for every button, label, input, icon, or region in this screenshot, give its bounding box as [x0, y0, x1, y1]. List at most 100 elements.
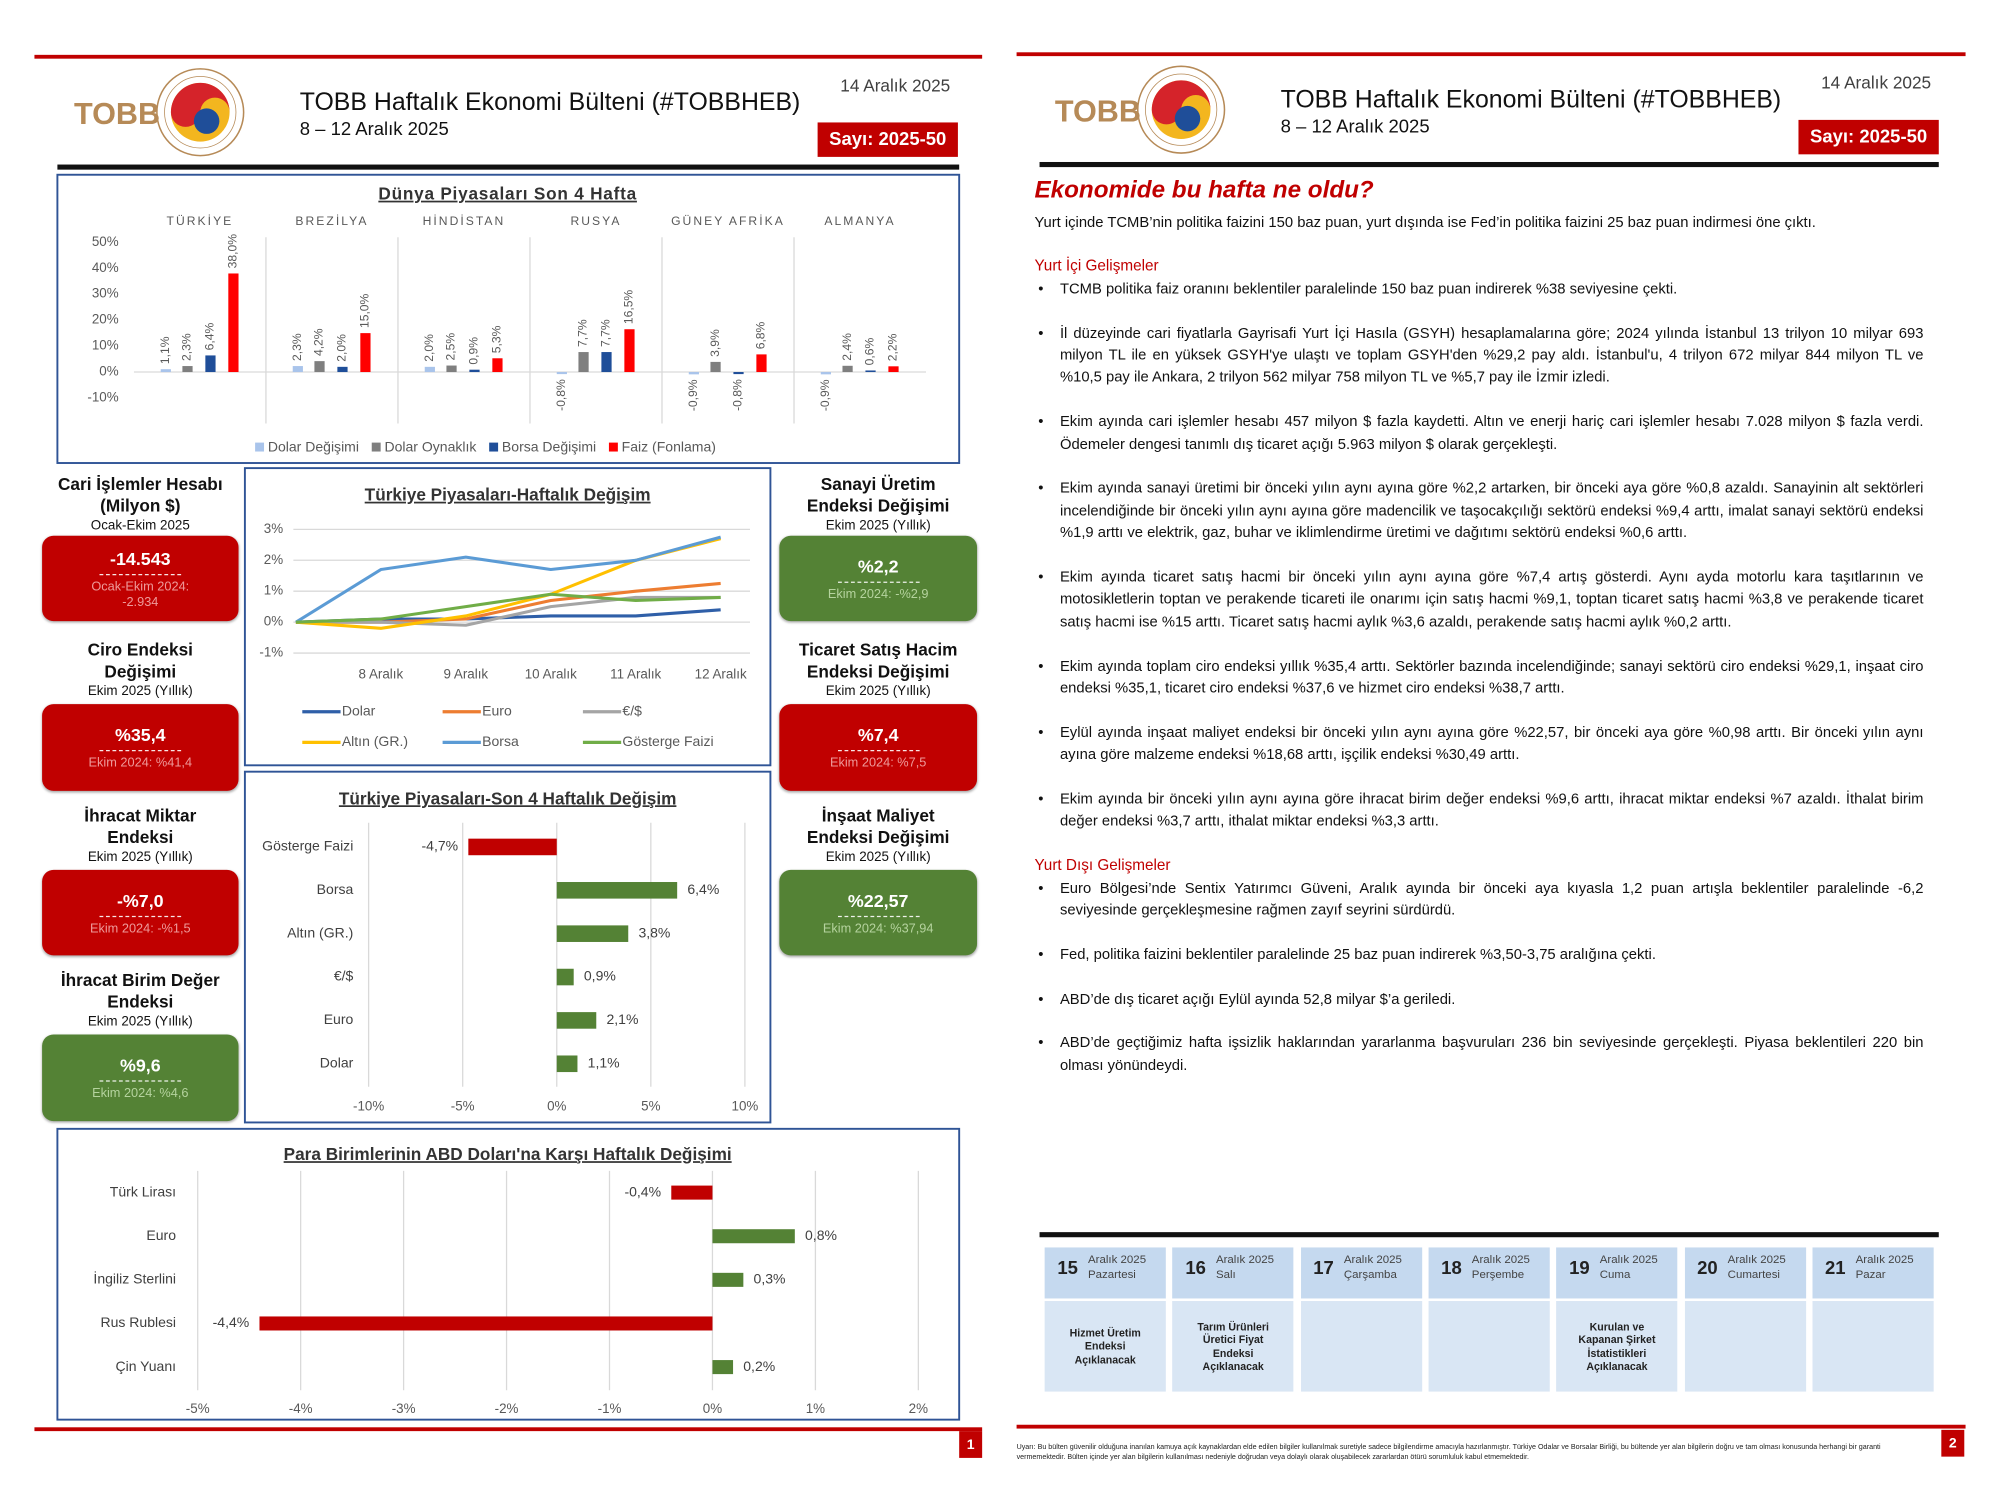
page-number-box — [959, 1431, 983, 1458]
day-weekday: Cuma — [1599, 1267, 1631, 1281]
x-tick-label: 9 Aralık — [444, 666, 489, 681]
indicator-separator — [99, 573, 182, 575]
logo-emblem — [156, 68, 245, 157]
category-label: BREZİLYA — [295, 214, 368, 228]
value-label: -0,4% — [624, 1183, 661, 1199]
calendar-day-header: 17 Aralık 2025 Çarşamba — [1300, 1247, 1422, 1299]
y-tick-label: 30% — [92, 286, 119, 301]
day-month: Aralık 2025 — [1215, 1252, 1275, 1266]
page2-heading: Ekonomide bu hafta ne oldu? — [1034, 177, 1374, 205]
category-label: Dolar — [320, 1054, 354, 1070]
category-label: Türk Lirası — [110, 1183, 176, 1199]
indicator-title: Endeksi Değişimi — [806, 495, 950, 515]
calendar-day-header: 19 Aralık 2025 Cuma — [1556, 1247, 1678, 1299]
bullet-item: Euro Bölgesi’nde Sentix Yatırımcı Güveni… — [1034, 877, 1923, 921]
bulletin-title: TOBB Haftalık Ekonomi Bülteni (#TOBBHEB) — [1281, 85, 1782, 113]
indicator-previous: Ekim 2024: -%2,9 — [827, 587, 929, 602]
indicator-title: İhracat Miktar — [84, 805, 197, 825]
y-tick-label: 2% — [264, 552, 283, 567]
day-month: Aralık 2025 — [1599, 1252, 1658, 1266]
value-label: 2,0% — [422, 334, 436, 362]
bar — [842, 365, 853, 373]
logo-ring — [1145, 73, 1218, 146]
page-number-box — [1941, 1429, 1965, 1457]
indicator-title: İnşaat Maliyet — [821, 805, 935, 825]
chart-title: Para Birimlerinin ABD Doları'na Karşı Ha… — [284, 1144, 732, 1164]
day-weekday: Pazar — [1855, 1267, 1886, 1281]
value-label: 0,9% — [584, 968, 616, 984]
day-number: 15 — [1057, 1258, 1078, 1280]
header-rule — [1039, 161, 1939, 168]
value-label: 6,4% — [687, 881, 719, 897]
calendar-day-header: 16 Aralık 2025 Salı — [1172, 1247, 1294, 1299]
legend-label: Euro — [482, 702, 512, 718]
logo-core — [1174, 105, 1201, 132]
legend-label: Borsa Değişimi — [502, 438, 596, 454]
indicator-separator — [99, 915, 182, 917]
x-tick-label: -5% — [451, 1099, 475, 1114]
indicator-box: %7,4 Ekim 2024: %7,5 — [779, 704, 978, 791]
indicator-title: Endeksi Değişimi — [806, 661, 950, 681]
calendar-event: Kurulan ve Kapanan Şirket İstatistikleri… — [1578, 1319, 1656, 1373]
bullet-item: Eylül ayında inşaat maliyet endeksi bir … — [1034, 722, 1923, 766]
value-label: 0,2% — [743, 1358, 775, 1374]
indicator-value: -14.543 — [110, 547, 171, 569]
indicator-value: %22,57 — [847, 889, 909, 911]
indicator-title: Ticaret Satış Hacim — [798, 639, 958, 659]
value-label: 0,3% — [754, 1271, 786, 1287]
page-bottom-rule — [1016, 1424, 1966, 1429]
bar — [446, 365, 457, 373]
disclaimer: Uyarı: Bu bülten güvenilir olduğuna inan… — [1016, 1443, 1881, 1462]
indicator: İhracat Miktar Endeksi Ekim 2025 (Yıllık) -… — [42, 804, 239, 956]
value-label: -4,4% — [213, 1314, 250, 1330]
chart-title: Türkiye Piyasaları-Son 4 Haftalık Değişi… — [339, 788, 677, 808]
bar — [314, 361, 325, 373]
y-tick-label: -1% — [259, 645, 283, 660]
bar — [688, 372, 699, 375]
category-label: Altın (GR.) — [287, 924, 353, 940]
calendar-day: 21 Aralık 2025 Pazar — [1812, 1247, 1934, 1392]
legend-swatch — [608, 442, 618, 452]
category-label: GÜNEY AFRİKA — [671, 214, 785, 228]
x-tick-label: -3% — [392, 1401, 416, 1416]
legend-label: Dolar — [342, 702, 376, 718]
bar — [556, 968, 574, 986]
calendar-day-header: 20 Aralık 2025 Cumartesi — [1684, 1247, 1806, 1299]
bar — [578, 352, 589, 373]
logo-arc — [1151, 80, 1211, 125]
category-label: HİNDİSTAN — [423, 214, 506, 228]
value-label: 15,0% — [358, 293, 372, 328]
category-label: Euro — [324, 1011, 354, 1027]
legend-label: Dolar Oynaklık — [384, 438, 477, 454]
logo-text: TOBB — [1055, 95, 1141, 129]
day-number: 21 — [1824, 1258, 1846, 1280]
calendar-day-body — [1812, 1301, 1934, 1392]
day-month: Aralık 2025 — [1855, 1252, 1914, 1266]
day-number: 20 — [1697, 1258, 1718, 1280]
indicator-value: %2,2 — [857, 555, 899, 576]
bar — [556, 882, 678, 899]
value-label: -4,7% — [422, 838, 459, 854]
logo-core — [193, 108, 220, 134]
indicator-separator — [99, 1080, 182, 1082]
logo-ring — [156, 68, 245, 157]
value-label: 1,1% — [158, 336, 172, 364]
indicator: İnşaat Maliyet Endeksi Değişimi Ekim 2025 … — [779, 804, 978, 956]
bar — [733, 372, 744, 375]
value-label: 2,2% — [886, 333, 900, 361]
indicator-box: %9,6 Ekim 2024: %4,6 — [42, 1034, 239, 1122]
category-label: RUSYA — [570, 214, 621, 228]
bar — [865, 370, 876, 373]
value-label: 38,0% — [226, 234, 240, 269]
indicator-period: Ekim 2025 (Yıllık) — [825, 683, 931, 699]
value-label: 7,7% — [599, 319, 613, 347]
calendar-day-body: Hizmet Üretim Endeksi Açıklanacak — [1044, 1301, 1166, 1392]
legend-swatch — [489, 442, 499, 452]
indicator: Cari İşlemler Hesabı (Milyon $) Ocak-Ekim … — [42, 473, 239, 622]
calendar-day: 19 Aralık 2025 Cuma Kurulan ve Kapanan Şirk… — [1556, 1247, 1678, 1392]
issue-badge — [1798, 119, 1939, 155]
section-title: Yurt İçi Gelişmeler — [1034, 256, 1159, 275]
indicator: İhracat Birim Değer Endeksi Ekim 2025 (Yıl… — [42, 969, 239, 1122]
bar — [228, 273, 239, 373]
indicator-separator — [837, 750, 920, 752]
